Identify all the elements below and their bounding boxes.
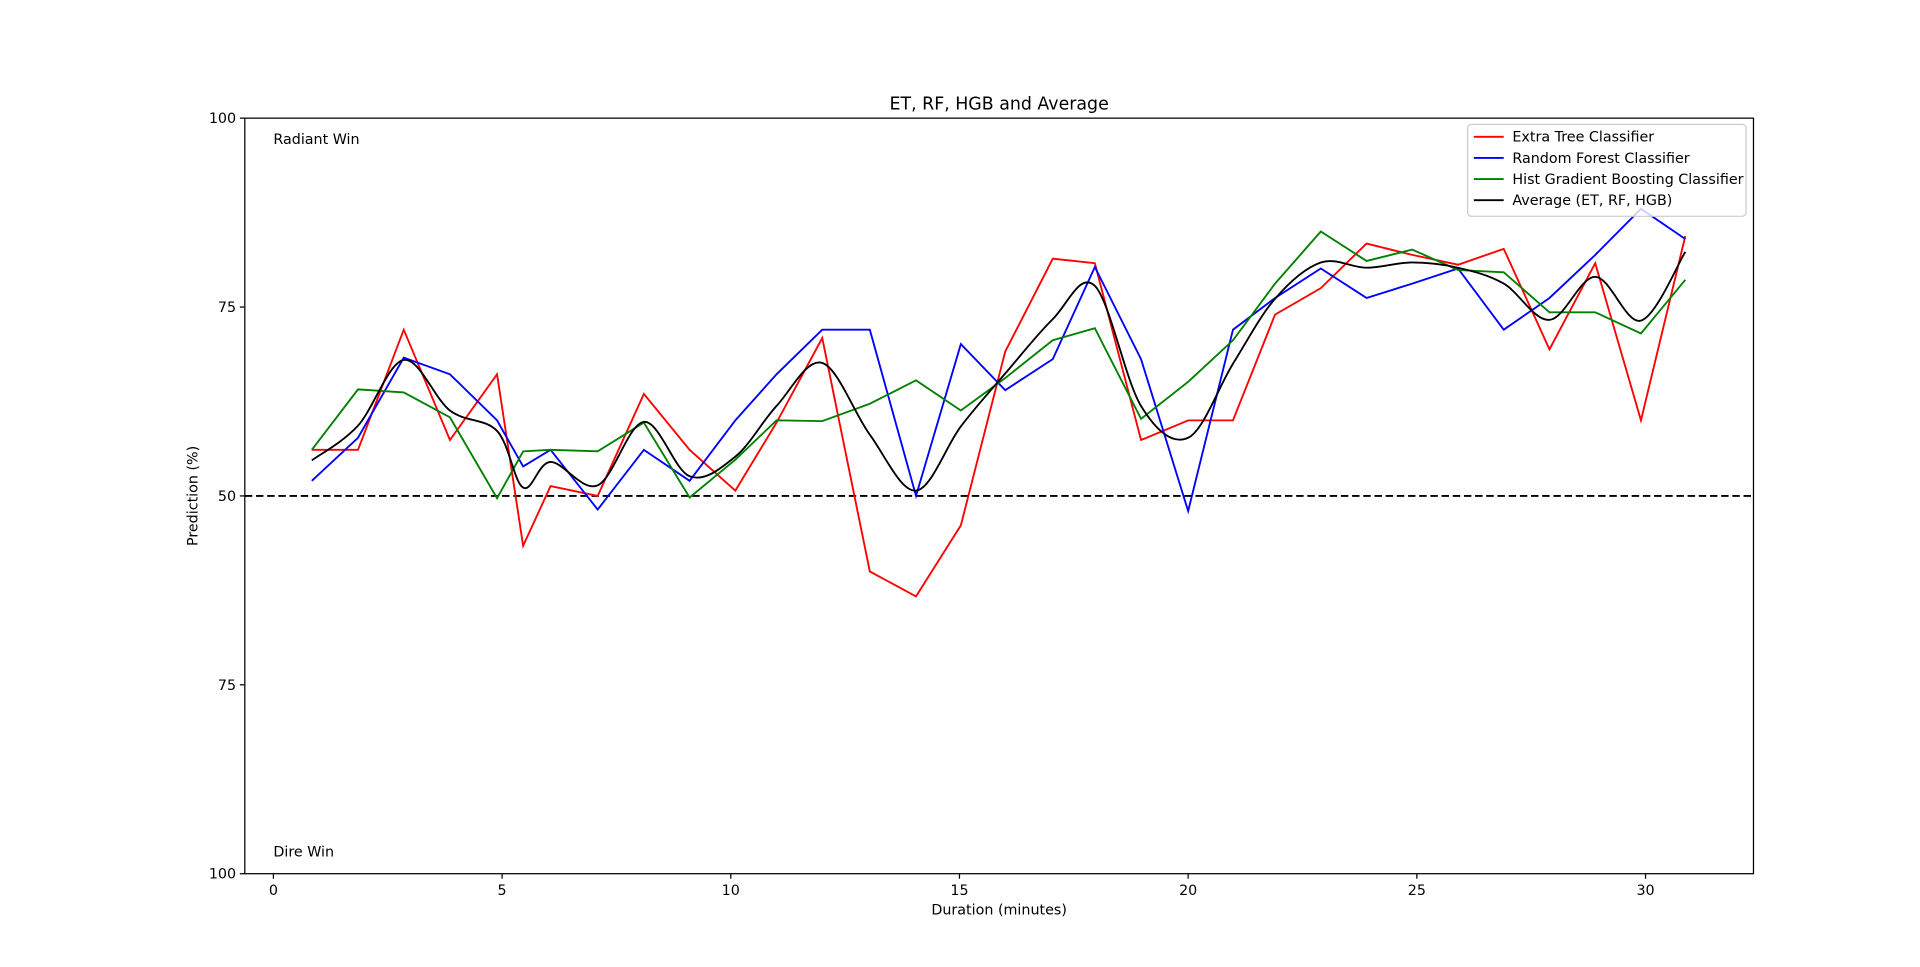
annotation: Radiant Win (273, 132, 359, 148)
x-tick-label: 0 (269, 883, 278, 899)
y-axis-label: Prediction (%) (186, 446, 202, 546)
y-tick-label: 50 (218, 489, 236, 505)
series-line (311, 235, 1687, 598)
x-tick-label: 20 (1179, 883, 1197, 899)
x-axis-label: Duration (minutes) (931, 903, 1067, 919)
legend-box (1467, 123, 1747, 217)
x-tick-label: 5 (498, 883, 507, 899)
y-tick-label: 100 (209, 867, 236, 883)
y-tick-label: 75 (218, 678, 236, 694)
annotation: Dire Win (273, 844, 334, 860)
plot-frame (244, 117, 1755, 875)
legend: Extra Tree Classifier Random Forest Class… (1467, 123, 1747, 217)
series-line (311, 251, 1687, 492)
chart-title: ET, RF, HGB and Average (889, 94, 1108, 114)
x-tick-label: 10 (722, 883, 740, 899)
y-tick-label: 75 (218, 300, 236, 316)
x-tick-label: 25 (1408, 883, 1426, 899)
legend-label: Extra Tree Classifier (1512, 130, 1654, 146)
legend-label: Average (ET, RF, HGB) (1512, 193, 1672, 209)
y-tick-label: 100 (209, 111, 236, 127)
series-line (311, 207, 1686, 515)
legend-label: Random Forest Classifier (1512, 151, 1689, 167)
legend-label: Hist Gradient Boosting Classifier (1512, 172, 1743, 188)
x-tick-label: 15 (950, 883, 968, 899)
x-tick-label: 30 (1636, 883, 1654, 899)
